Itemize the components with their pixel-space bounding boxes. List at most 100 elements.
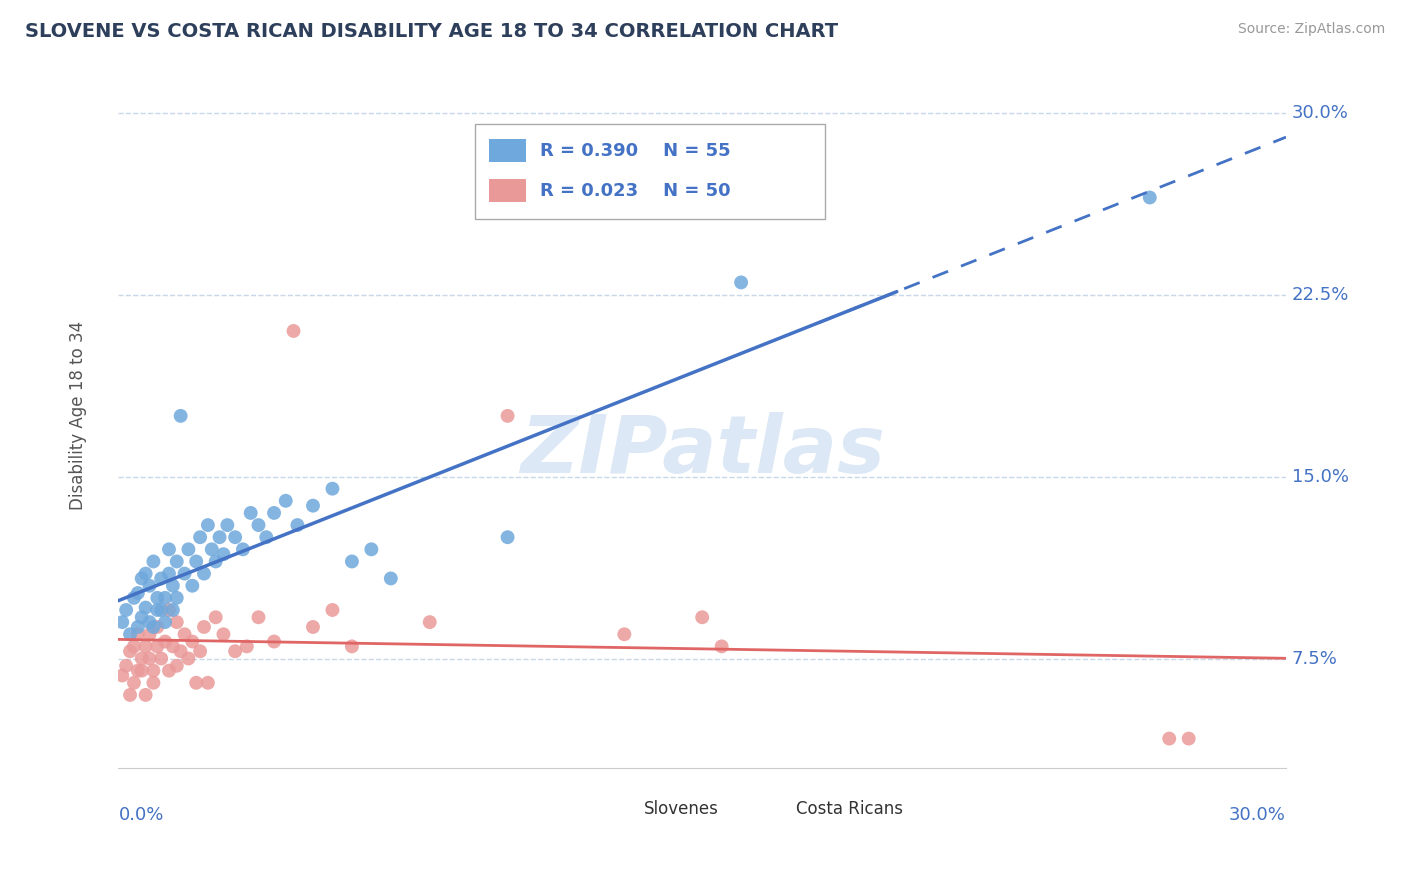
Point [142, 620, 165, 634]
Point [135, 640, 157, 654]
Point [188, 530, 211, 544]
Point [177, 651, 200, 665]
Point [224, 644, 246, 658]
Point [166, 615, 188, 629]
Point [201, 542, 224, 557]
Text: Slovenes: Slovenes [644, 799, 718, 817]
Point [169, 409, 191, 423]
Text: R = 0.023    N = 50: R = 0.023 N = 50 [540, 182, 731, 200]
Point [1139, 190, 1161, 204]
Point [146, 603, 169, 617]
Point [181, 579, 204, 593]
Point [177, 542, 200, 557]
Point [118, 627, 141, 641]
Point [169, 644, 191, 658]
Text: SLOVENE VS COSTA RICAN DISABILITY AGE 18 TO 34 CORRELATION CHART: SLOVENE VS COSTA RICAN DISABILITY AGE 18… [25, 22, 838, 41]
FancyBboxPatch shape [488, 179, 526, 202]
Point [135, 566, 157, 581]
Point [127, 620, 149, 634]
Text: 30.0%: 30.0% [1292, 103, 1348, 121]
Point [181, 634, 204, 648]
Point [212, 627, 235, 641]
Text: 0.0%: 0.0% [118, 806, 163, 824]
Point [115, 658, 138, 673]
Text: 30.0%: 30.0% [1229, 806, 1286, 824]
Point [157, 566, 180, 581]
FancyBboxPatch shape [761, 802, 786, 818]
Point [239, 506, 262, 520]
Point [283, 324, 305, 338]
Point [157, 542, 180, 557]
Point [162, 603, 184, 617]
Point [166, 591, 188, 605]
Text: 22.5%: 22.5% [1292, 285, 1350, 303]
Point [1177, 731, 1199, 746]
Text: Disability Age 18 to 34: Disability Age 18 to 34 [69, 321, 87, 510]
Point [232, 542, 254, 557]
Point [138, 615, 160, 629]
Point [247, 518, 270, 533]
Point [153, 591, 176, 605]
Point [380, 571, 402, 585]
Point [208, 530, 231, 544]
Point [217, 518, 239, 533]
Point [146, 640, 169, 654]
Point [710, 640, 733, 654]
Point [131, 610, 153, 624]
Point [135, 600, 157, 615]
Point [204, 554, 226, 568]
FancyBboxPatch shape [474, 124, 825, 219]
Point [224, 530, 246, 544]
Point [166, 554, 188, 568]
Point [302, 499, 325, 513]
Point [153, 615, 176, 629]
Point [193, 566, 215, 581]
Text: R = 0.390    N = 55: R = 0.390 N = 55 [540, 142, 731, 160]
Point [247, 610, 270, 624]
Point [153, 634, 176, 648]
Point [111, 615, 134, 629]
FancyBboxPatch shape [609, 802, 634, 818]
Point [127, 664, 149, 678]
Text: Costa Ricans: Costa Ricans [796, 799, 903, 817]
Point [730, 276, 752, 290]
Point [186, 554, 208, 568]
Point [204, 610, 226, 624]
Point [157, 603, 180, 617]
Point [197, 675, 219, 690]
Text: ZIPatlas: ZIPatlas [520, 412, 884, 490]
Point [142, 675, 165, 690]
Point [496, 409, 519, 423]
Text: 7.5%: 7.5% [1292, 649, 1337, 667]
Point [122, 591, 145, 605]
Point [173, 627, 195, 641]
Point [197, 518, 219, 533]
Point [287, 518, 309, 533]
Point [111, 668, 134, 682]
Point [321, 603, 343, 617]
Point [302, 620, 325, 634]
Point [496, 530, 519, 544]
Point [340, 640, 363, 654]
Point [360, 542, 382, 557]
Point [142, 554, 165, 568]
Point [274, 493, 297, 508]
Point [146, 620, 169, 634]
Point [115, 603, 138, 617]
Point [138, 651, 160, 665]
Point [127, 627, 149, 641]
Point [131, 664, 153, 678]
Point [186, 675, 208, 690]
Point [263, 634, 285, 648]
Point [157, 664, 180, 678]
Point [254, 530, 277, 544]
Point [122, 675, 145, 690]
Point [122, 640, 145, 654]
Point [321, 482, 343, 496]
Point [173, 566, 195, 581]
Point [188, 644, 211, 658]
Point [135, 688, 157, 702]
FancyBboxPatch shape [488, 139, 526, 161]
Point [193, 620, 215, 634]
Point [690, 610, 713, 624]
